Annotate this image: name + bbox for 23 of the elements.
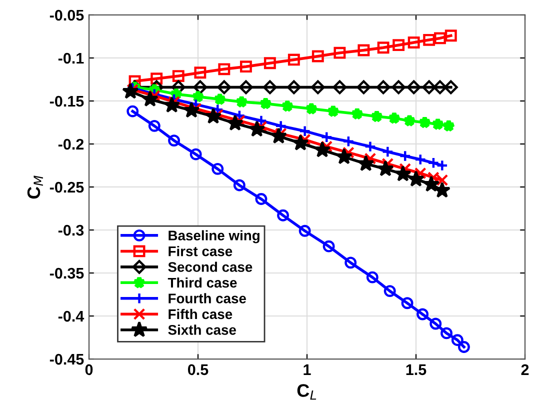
legend-label: Sixth case <box>168 324 236 335</box>
x-axis-title: C$_{L}$ <box>297 384 316 400</box>
y-tick-label: -0.3 <box>58 224 84 236</box>
y-tick-label: -0.05 <box>50 10 84 21</box>
legend-label: Third case <box>168 277 237 288</box>
x-tick-label: 2 <box>521 364 529 375</box>
y-tick-label: -0.45 <box>50 354 84 365</box>
y-tick-label: -0.4 <box>58 310 84 322</box>
y-tick-label: -0.2 <box>58 138 84 150</box>
x-tick-label: 1.5 <box>406 364 426 376</box>
x-tick-label: 0.5 <box>188 364 208 376</box>
y-tick-label: -0.15 <box>50 96 84 107</box>
x-tick-label: 0 <box>85 364 93 376</box>
legend-label: Fourth case <box>168 293 246 304</box>
x-tick-label: 1 <box>304 364 311 375</box>
legend-label: Second case <box>168 262 252 272</box>
y-tick-label: -0.35 <box>50 268 84 279</box>
y-tick-label: -0.1 <box>58 52 84 64</box>
legend-label: First case <box>168 246 232 256</box>
y-axis-title: C$_{M}$ <box>27 176 43 199</box>
legend-label: Baseline wing <box>168 230 260 244</box>
y-tick-label: -0.25 <box>50 182 84 193</box>
legend-label: Fifth case <box>168 308 232 320</box>
